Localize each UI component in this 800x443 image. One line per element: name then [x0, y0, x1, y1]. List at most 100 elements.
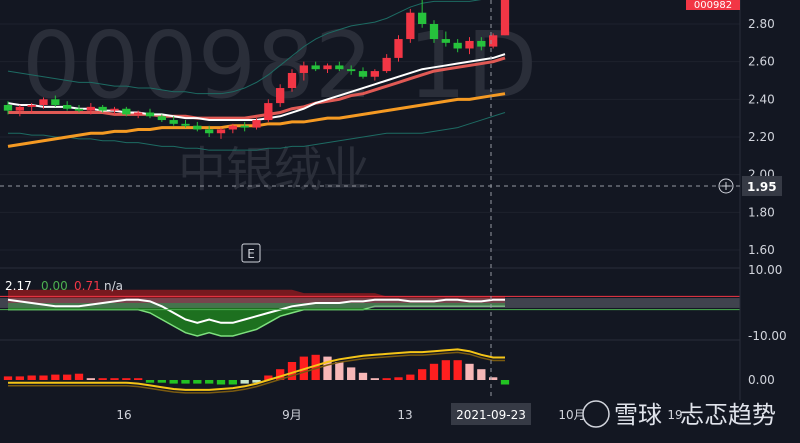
time-tick: 19: [667, 408, 682, 422]
candle-body: [51, 99, 60, 105]
macd-tick: 0.00: [748, 373, 775, 387]
candle-body: [240, 125, 249, 128]
candle-body: [157, 116, 166, 121]
candle-body: [86, 106, 95, 111]
earnings-marker[interactable]: E: [241, 243, 261, 263]
candle-body: [429, 24, 439, 40]
candle-body: [441, 39, 450, 43]
time-tick: 13: [397, 408, 412, 422]
osc-green-area: [8, 303, 505, 336]
macd-bar: [441, 360, 450, 380]
candle-body: [477, 40, 486, 47]
macd-bar: [39, 375, 48, 380]
candle-body: [299, 65, 308, 73]
macd-bar: [500, 380, 510, 385]
candle-body: [110, 108, 119, 111]
macd-bar: [110, 378, 119, 380]
signal-line: [8, 351, 505, 394]
macd-bar: [193, 380, 202, 384]
price-tag: 000982: [686, 0, 740, 11]
candle-body: [27, 104, 36, 107]
candle-body: [358, 71, 368, 77]
macd-pane: [3, 348, 510, 394]
crosshair-date-value: 2021-09-23: [456, 408, 526, 422]
candle-body: [335, 65, 344, 70]
macd-bar: [74, 373, 84, 380]
macd-bar: [134, 378, 143, 380]
macd-bar: [205, 380, 214, 384]
candle-body: [500, 0, 510, 36]
macd-bar: [98, 378, 107, 380]
macd-bar: [477, 369, 486, 380]
macd-bar: [181, 380, 190, 384]
crosshair-price-value: 1.95: [747, 180, 777, 194]
candle-body: [406, 12, 415, 40]
macd-bar: [86, 378, 95, 380]
macd-bar: [323, 356, 332, 380]
candle-body: [418, 12, 427, 24]
macd-bar: [465, 363, 474, 380]
macd-bar: [276, 369, 285, 380]
macd-bar: [453, 360, 462, 380]
candle-body: [122, 108, 131, 115]
candle-body: [489, 35, 498, 47]
macd-bar: [51, 374, 60, 380]
candle-body: [98, 106, 107, 111]
macd-line: [8, 348, 505, 391]
macd-bar: [489, 377, 498, 380]
axis-labels: 2.802.602.402.202.001.801.6010.00-10.000…: [116, 17, 786, 422]
price-tick: 2.20: [748, 130, 775, 144]
watermark-name: 中银绒业: [178, 142, 370, 198]
macd-bar: [429, 363, 439, 380]
candle-body: [216, 129, 226, 134]
branding-tail: 忐忑趋势: [680, 401, 776, 429]
macd-bar: [63, 374, 72, 380]
candle-body: [15, 106, 24, 111]
candle-body: [145, 112, 155, 117]
macd-bar: [216, 380, 226, 385]
candle-body: [323, 65, 332, 70]
candle-body: [276, 88, 285, 104]
macd-bar: [311, 354, 320, 380]
crosshair-price-label: 1.95: [718, 176, 782, 196]
osc-readout-v3: 0.71: [74, 279, 101, 293]
macd-bar: [228, 380, 237, 385]
macd-bar: [418, 369, 427, 380]
macd-bar: [382, 378, 391, 380]
osc-white-line: [7, 298, 505, 324]
time-tick: 10月: [558, 408, 585, 422]
candle-body: [3, 104, 13, 111]
macd-bar: [406, 374, 415, 380]
candle-body: [205, 129, 214, 134]
macd-bar: [370, 378, 379, 380]
macd-bar: [157, 380, 166, 383]
candle-body: [370, 71, 379, 77]
macd-bar: [335, 362, 344, 380]
osc-readout-v2: 0.00: [41, 279, 68, 293]
price-tick: 2.60: [748, 55, 775, 69]
candle-body: [193, 125, 202, 130]
macd-bar: [358, 372, 368, 380]
candle-body: [169, 120, 178, 124]
candle-body: [74, 108, 84, 111]
macd-bar: [3, 376, 13, 380]
candle-body: [287, 72, 297, 89]
candle-body: [465, 40, 474, 49]
price-tick: 1.80: [748, 205, 775, 219]
candle-body: [394, 39, 403, 58]
candle-body: [382, 57, 391, 72]
plus-circle-icon[interactable]: [718, 178, 734, 194]
macd-bar: [122, 378, 131, 380]
macd-bar: [169, 380, 178, 384]
crosshair-date-label: 2021-09-23: [451, 403, 531, 425]
osc-neutral-band: [0, 298, 740, 308]
oscillator-pane: [0, 289, 740, 337]
osc-readout: 2.17 0.00 0.71 n/a: [5, 279, 123, 293]
xueqiu-logo-icon: [582, 400, 610, 428]
time-tick: 16: [116, 408, 131, 422]
branding: 雪球 忐忑趋势: [582, 400, 776, 429]
osc-tick: 10.00: [748, 263, 782, 277]
candle-body: [181, 123, 190, 126]
candle-body: [311, 65, 320, 70]
